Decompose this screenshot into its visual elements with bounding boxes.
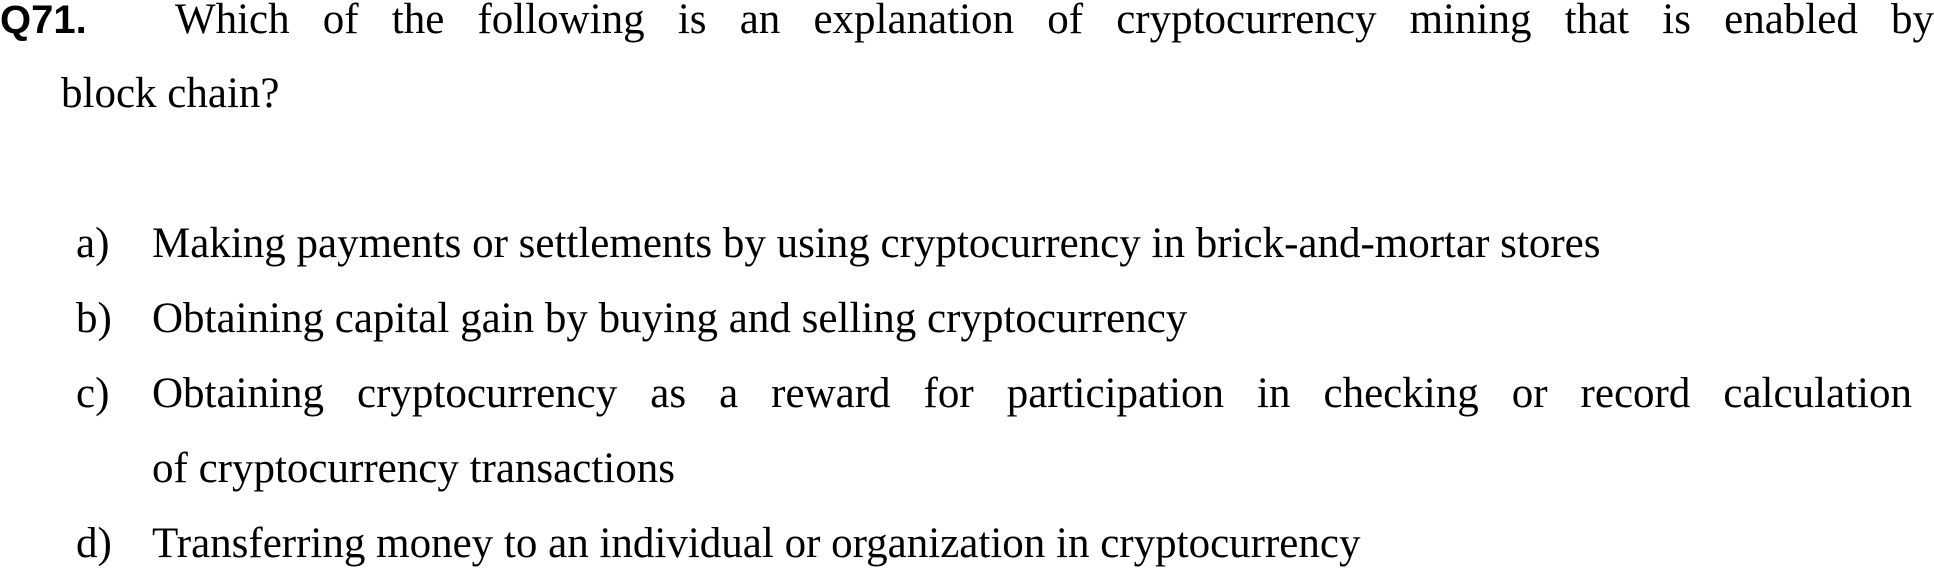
option-c-text-line1: Obtaining cryptocurrency as a reward for… (152, 370, 1912, 417)
option-a-text: Making payments or settlements by using … (152, 220, 1601, 267)
option-a-letter: a) (76, 220, 110, 267)
option-b-letter: b) (76, 295, 112, 342)
option-c-text-line2: of cryptocurrency transactions (152, 445, 675, 492)
option-d-letter: d) (76, 520, 112, 567)
question-text-line2: block chain? (61, 70, 280, 117)
question-number: Q71. (0, 0, 87, 42)
question-text-line1: Which of the following is an explanation… (175, 0, 1934, 43)
option-d-text: Transferring money to an individual or o… (152, 520, 1361, 567)
question-header: Q71. Which of the following is an explan… (0, 0, 1934, 48)
option-b-text: Obtaining capital gain by buying and sel… (152, 295, 1188, 342)
option-c-letter: c) (76, 370, 110, 417)
